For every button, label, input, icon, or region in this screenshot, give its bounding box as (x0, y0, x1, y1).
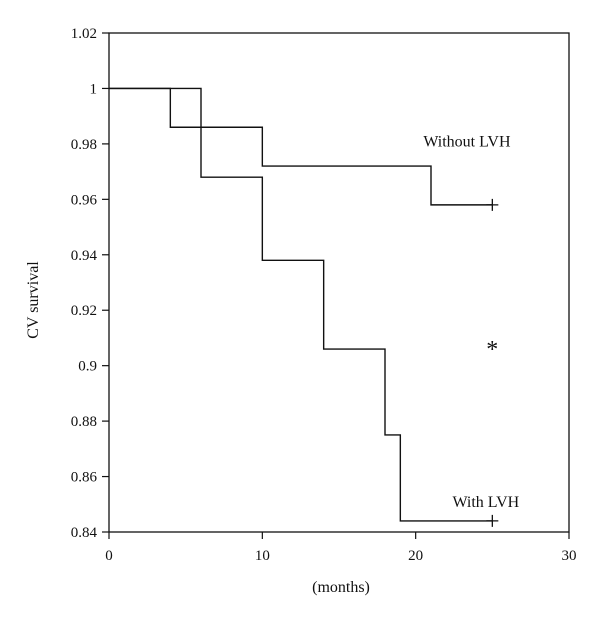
y-tick-label-0.9: 0.9 (78, 359, 97, 375)
y-axis-title: CV survival (25, 261, 42, 339)
y-tick-label-0.84: 0.84 (71, 525, 98, 541)
censor-mark-with-lvh-0 (486, 514, 499, 527)
axes: 0 10 20 30 0.84 0.86 0.88 0.9 0.92 0.94 0.96 0.98 1 1… (71, 26, 577, 564)
significance-star: * (486, 337, 498, 363)
series-line-without-lvh (109, 87, 493, 206)
y-tick-label-1.02: 1.02 (71, 26, 97, 42)
x-tick-label-30: 30 (562, 548, 577, 564)
x-tick-label-10: 10 (255, 548, 270, 564)
y-tick-label-0.94: 0.94 (71, 248, 98, 264)
x-tick-label-0: 0 (105, 548, 113, 564)
y-tick-label-1: 1 (90, 81, 98, 97)
x-axis-title: (months) (312, 579, 370, 596)
y-tick-label-0.88: 0.88 (71, 414, 97, 430)
series-line-with-lvh (109, 87, 493, 522)
y-tick-label-0.96: 0.96 (71, 192, 98, 208)
series-layer (109, 87, 499, 527)
annotation-without-lvh: Without LVH (423, 134, 511, 151)
plot-frame (108, 32, 570, 533)
censor-mark-without-lvh-0 (486, 198, 499, 211)
y-tick-label-0.92: 0.92 (71, 303, 97, 319)
x-tick-label-20: 20 (408, 548, 423, 564)
annotation-with-lvh: With LVH (452, 494, 519, 511)
y-tick-label-0.86: 0.86 (71, 470, 98, 486)
y-tick-label-0.98: 0.98 (71, 137, 97, 153)
annotation-layer: Without LVH With LVH * (423, 134, 519, 511)
